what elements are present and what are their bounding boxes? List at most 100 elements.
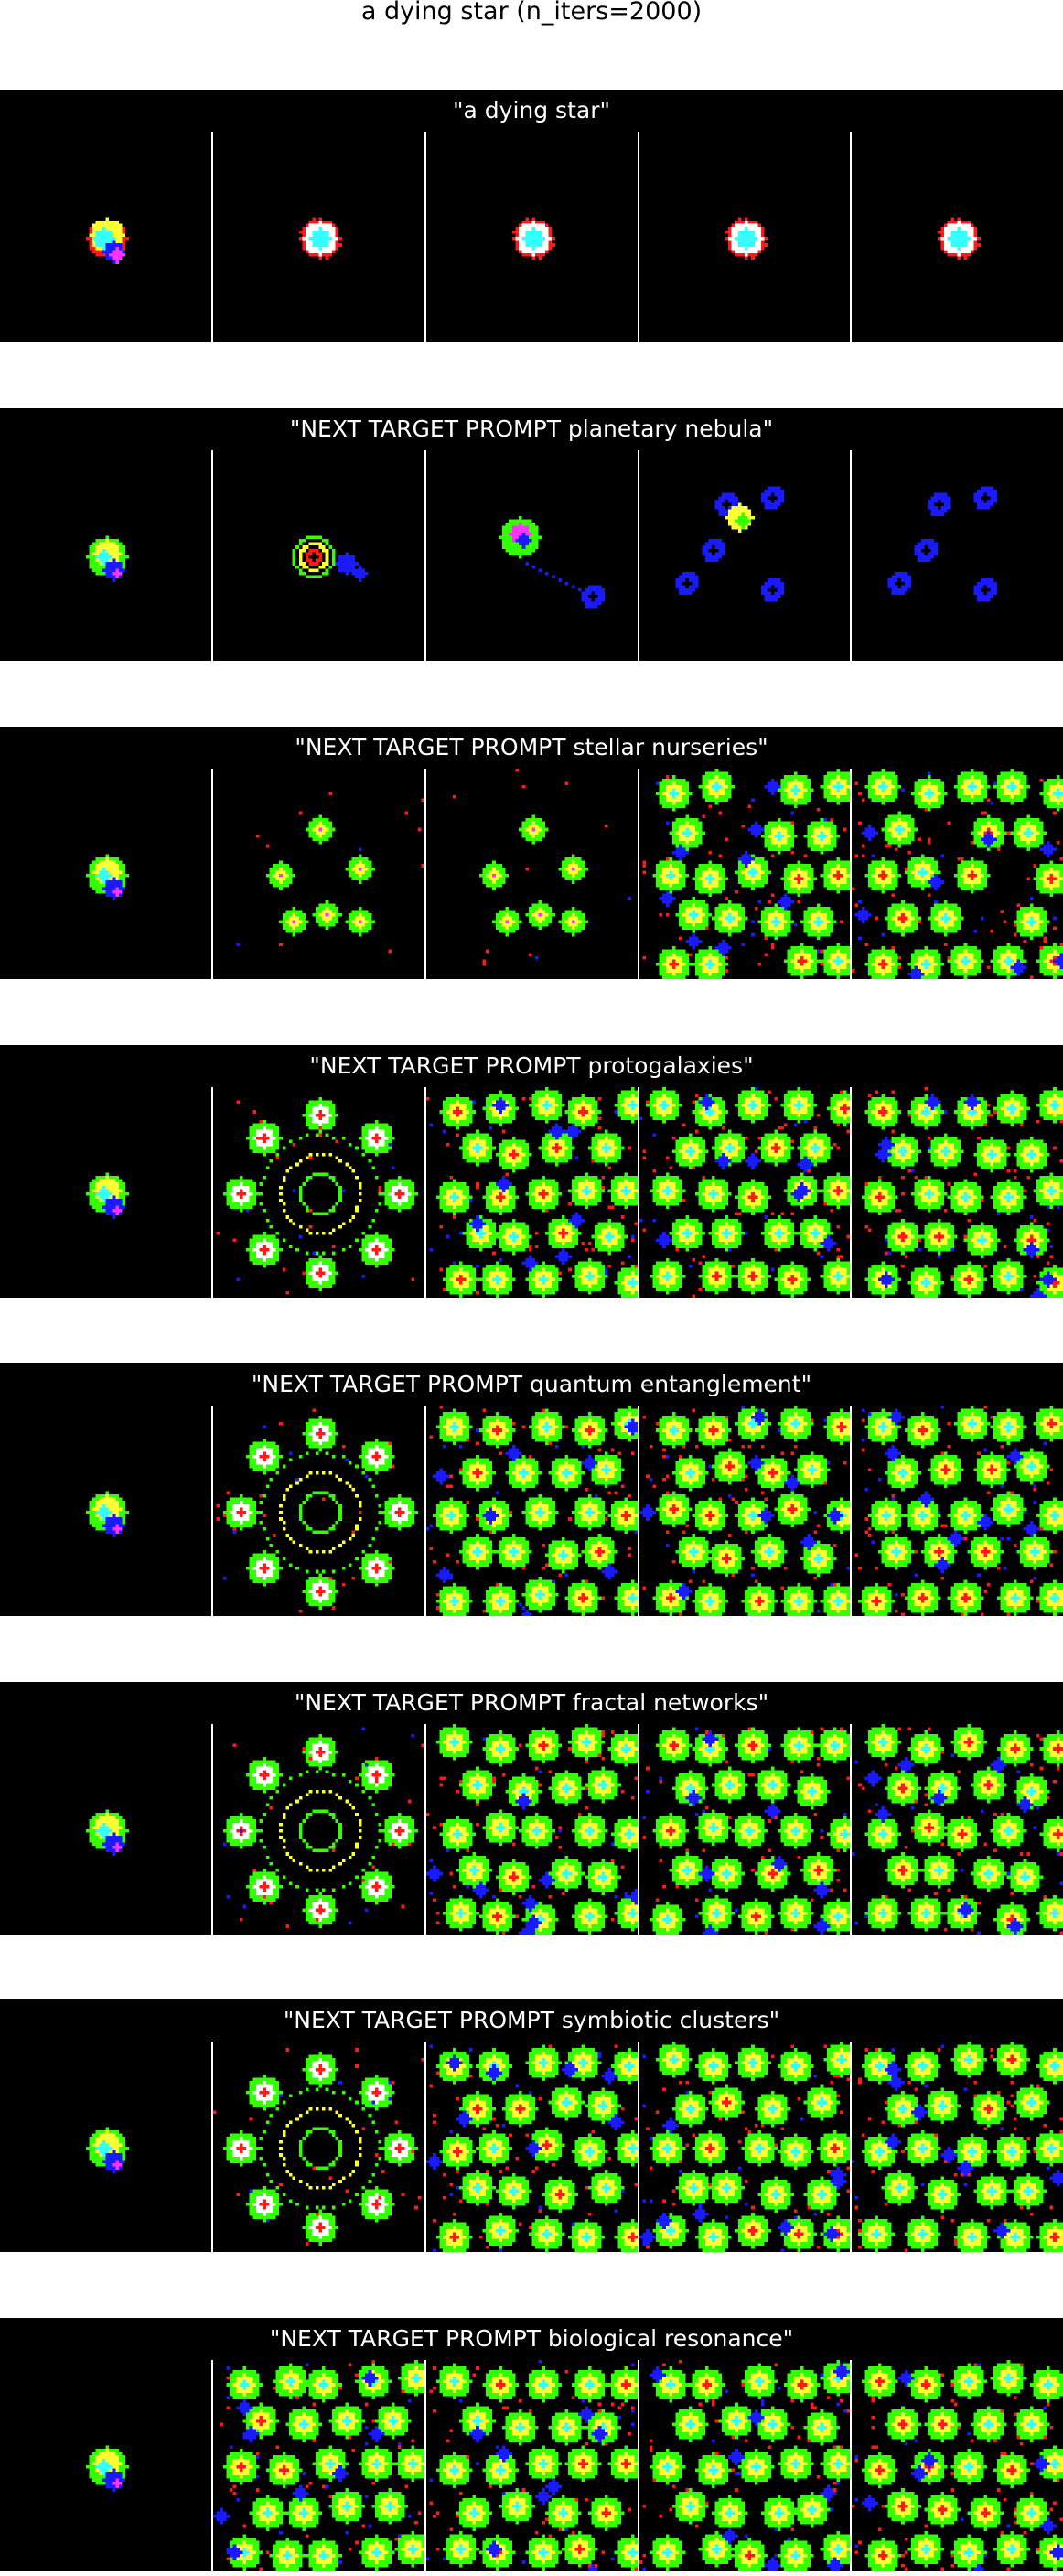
simulation-frame (0, 1724, 211, 1935)
frame-image (639, 450, 850, 661)
frame-separator (424, 132, 426, 342)
frame-image (852, 1724, 1063, 1935)
frame-separator (638, 2042, 639, 2252)
simulation-frame (0, 1087, 211, 1298)
frame-separator (424, 1724, 426, 1935)
frame-image (0, 450, 211, 661)
simulation-frame (639, 2042, 850, 2252)
frame-image (852, 2042, 1063, 2252)
prompt-section: "NEXT TARGET PROMPT planetary nebula" (0, 408, 1063, 661)
simulation-frame (213, 1087, 424, 1298)
frame-separator (211, 2042, 213, 2252)
frame-image (426, 450, 638, 661)
simulation-frame (0, 2360, 211, 2571)
prompt-section: "NEXT TARGET PROMPT fractal networks" (0, 1682, 1063, 1935)
frame-image (0, 2042, 211, 2252)
frame-image (426, 1724, 638, 1935)
frame-separator (850, 1724, 852, 1935)
frame-image (639, 132, 850, 342)
simulation-frame (639, 1087, 850, 1298)
frame-strip (0, 450, 1063, 661)
frame-separator (850, 1406, 852, 1616)
frame-separator (638, 2360, 639, 2571)
frame-image (852, 132, 1063, 342)
frame-separator (424, 450, 426, 661)
simulation-frame (639, 1406, 850, 1616)
frame-separator (850, 769, 852, 979)
frame-separator (424, 2360, 426, 2571)
frame-image (639, 1724, 850, 1935)
prompt-header: "NEXT TARGET PROMPT fractal networks" (0, 1682, 1063, 1724)
frame-strip (0, 2360, 1063, 2571)
frame-image (852, 2360, 1063, 2571)
frame-strip (0, 1406, 1063, 1616)
frame-image (639, 769, 850, 979)
frame-strip (0, 769, 1063, 979)
frame-separator (424, 2042, 426, 2252)
frame-image (213, 1087, 424, 1298)
frame-image (213, 769, 424, 979)
frame-strip (0, 132, 1063, 342)
prompt-header: "NEXT TARGET PROMPT protogalaxies" (0, 1045, 1063, 1087)
prompt-header: "NEXT TARGET PROMPT planetary nebula" (0, 408, 1063, 450)
frame-separator (211, 1724, 213, 1935)
frame-image (0, 2360, 211, 2571)
prompt-section: "NEXT TARGET PROMPT stellar nurseries" (0, 727, 1063, 979)
frame-image (639, 2360, 850, 2571)
simulation-frame (426, 450, 638, 661)
simulation-frame (0, 769, 211, 979)
frame-image (0, 132, 211, 342)
frame-separator (638, 1724, 639, 1935)
simulation-frame (852, 1087, 1063, 1298)
frame-image (213, 450, 424, 661)
frame-separator (850, 2360, 852, 2571)
frame-separator (850, 2042, 852, 2252)
simulation-frame (639, 769, 850, 979)
frame-image (852, 1087, 1063, 1298)
frame-separator (424, 1087, 426, 1298)
prompt-section: "NEXT TARGET PROMPT biological resonance… (0, 2318, 1063, 2571)
frame-separator (424, 769, 426, 979)
simulation-frame (213, 769, 424, 979)
prompt-header: "NEXT TARGET PROMPT quantum entanglement… (0, 1363, 1063, 1406)
simulation-frame (426, 769, 638, 979)
frame-separator (211, 1087, 213, 1298)
simulation-frame (852, 769, 1063, 979)
simulation-frame (639, 132, 850, 342)
simulation-frame (426, 132, 638, 342)
simulation-frame (426, 1724, 638, 1935)
simulation-frame (639, 450, 850, 661)
simulation-frame (213, 2360, 424, 2571)
frame-separator (211, 1406, 213, 1616)
frame-image (639, 1087, 850, 1298)
frame-image (0, 1406, 211, 1616)
frame-strip (0, 1087, 1063, 1298)
frame-image (426, 1087, 638, 1298)
simulation-frame (213, 2042, 424, 2252)
frame-image (426, 769, 638, 979)
prompt-header: "NEXT TARGET PROMPT biological resonance… (0, 2318, 1063, 2360)
simulation-frame (0, 2042, 211, 2252)
prompt-section: "a dying star" (0, 90, 1063, 342)
frame-image (0, 1087, 211, 1298)
simulation-frame (213, 1406, 424, 1616)
prompt-header: "a dying star" (0, 90, 1063, 132)
frame-separator (850, 132, 852, 342)
simulation-frame (426, 2042, 638, 2252)
simulation-frame (213, 1724, 424, 1935)
frame-separator (850, 1087, 852, 1298)
frame-image (213, 2360, 424, 2571)
simulation-frame (639, 2360, 850, 2571)
simulation-frame (0, 450, 211, 661)
frame-image (0, 1724, 211, 1935)
simulation-frame (852, 1724, 1063, 1935)
frame-image (426, 2360, 638, 2571)
simulation-frame (426, 1087, 638, 1298)
frame-image (213, 132, 424, 342)
frame-image (0, 769, 211, 979)
frame-image (426, 2042, 638, 2252)
frame-separator (424, 1406, 426, 1616)
frame-separator (638, 1087, 639, 1298)
frame-strip (0, 2042, 1063, 2252)
frame-separator (211, 769, 213, 979)
